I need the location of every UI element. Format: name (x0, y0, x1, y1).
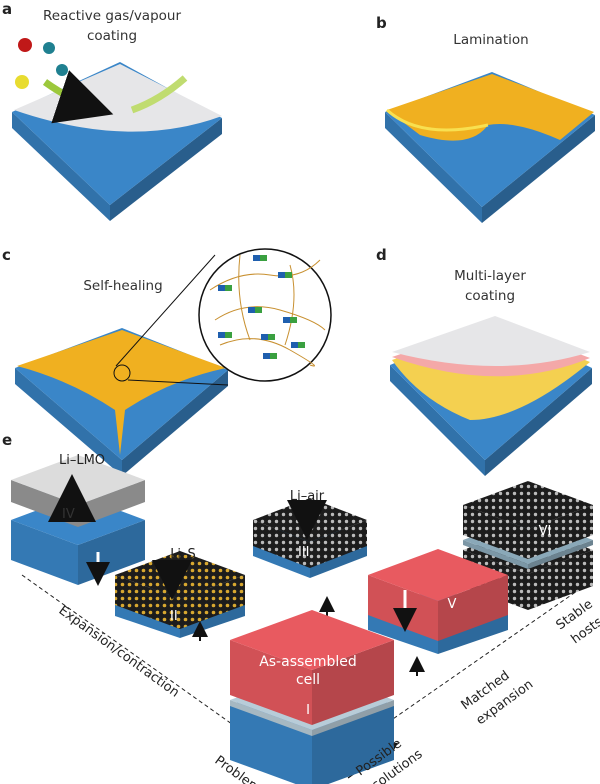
cell-vi-host-left-face (463, 505, 528, 559)
cell-vi-lithium-host-right-face (528, 550, 593, 610)
panel-c-bond-green-0 (260, 255, 267, 261)
panel-c-bond-green-2 (225, 285, 232, 291)
panel-a-arrow-2 (130, 75, 188, 114)
panel-c-bond-green-5 (225, 332, 232, 338)
cell-v-cathode-right-face (438, 575, 508, 641)
cell-i-cathode-left-face (230, 640, 312, 725)
panel-c-zoom-circle (198, 248, 332, 382)
cell-i-separator-left-face (230, 700, 312, 736)
panel-c-bond-blue-6 (261, 334, 268, 340)
cell-i-lithium-right-face (312, 705, 394, 784)
panel-c-bond-blue-5 (218, 332, 225, 338)
cell-i-label-2: cell (296, 672, 320, 688)
cell-i-cathode-top-face (230, 610, 394, 670)
panel-b-title: Lamination (453, 32, 528, 48)
panel-b-laminate-edge (385, 108, 489, 132)
panel-b-laminate (387, 74, 594, 141)
panel-a-molecule-teal-2 (56, 64, 68, 76)
cell-vi-host-right-face (528, 505, 593, 559)
cell-vi-host-top-face (463, 481, 593, 529)
panel-a-lithium-left-face (12, 112, 110, 221)
panel-c-bond-blue-4 (283, 317, 290, 323)
cell-v-numeral: V (448, 597, 457, 612)
cell-i-label-1: As-assembled (259, 654, 357, 670)
panel-a-molecule-yellow (15, 75, 29, 89)
panel-d-label: d (376, 246, 387, 264)
panel-c-bond-blue-2 (218, 285, 225, 291)
panel-b-label: b (376, 14, 387, 32)
cell-vi-separator-right-face (528, 540, 593, 569)
panel-c-polymer-chains (209, 254, 326, 367)
panel-b-lithium-right-face (482, 115, 595, 223)
panel-c-lithium-right-face (122, 370, 228, 476)
cell-iii-air-host-right-face (310, 520, 367, 568)
panel-a-label: a (2, 0, 12, 18)
panel-c-bond-green-1 (285, 272, 292, 278)
panel-c-bond-blue-0 (253, 255, 260, 261)
panel-d-lithium-left-face (390, 365, 485, 476)
cell-iv-label: Li–LMO (59, 453, 105, 468)
panel-e-label: e (2, 431, 12, 449)
panel-c-bond-blue-1 (278, 272, 285, 278)
cell-v-cathode-top-face (368, 549, 508, 601)
panel-d-layer-white (392, 316, 590, 366)
panel-a-lithium-right-face (110, 118, 222, 221)
cell-v-lithium-left-face (368, 612, 438, 654)
panel-a-molecule-red (18, 38, 32, 52)
cell-ii-label: Li–S (170, 547, 196, 562)
panel-a-arrow-in (42, 70, 114, 124)
panel-c-bond-blue-3 (248, 307, 255, 313)
panel-c-zoom-line-2 (127, 379, 229, 386)
cell-vi-numeral: VI (539, 524, 552, 539)
panel-c-bond-blue-8 (263, 353, 270, 359)
cell-i-lithium-left-face (230, 705, 312, 784)
panel-c-polymer (17, 330, 226, 455)
cell-ii-sulfur-host-right-face (180, 575, 245, 629)
panel-c-bond-green-3 (255, 307, 262, 313)
cell-iii-label: Li–air (290, 489, 325, 504)
panel-c-label: c (2, 246, 11, 264)
cell-iii-numeral: III (298, 545, 310, 560)
panel-d-lithium-right-face (485, 368, 592, 476)
cell-vi-separator-left-face (463, 540, 528, 569)
cell-i-separator-right-face (312, 700, 394, 736)
panel-a-molecule-teal (43, 42, 55, 54)
panel-c-bond-green-7 (298, 342, 305, 348)
panel-d-title-1: Multi-layer (454, 268, 526, 284)
panel-c-title: Self-healing (83, 278, 162, 294)
cell-i-numeral: I (306, 703, 310, 718)
panel-c-magnify-spot (113, 364, 131, 382)
cell-i-cathode-right-face (312, 640, 394, 725)
panel-d-title-2: coating (465, 288, 515, 304)
panel-a-title-1: Reactive gas/vapour (43, 8, 181, 24)
cell-v-lithium-right-face (438, 612, 508, 654)
panel-b-lithium-left-face (385, 112, 482, 223)
panel-c-zoom-line-1 (115, 254, 216, 367)
panel-c-bond-green-4 (290, 317, 297, 323)
cell-ii-sulfur-host-left-face (115, 575, 180, 629)
cell-iii-air-host-left-face (253, 520, 310, 568)
panel-a-title-2: coating (87, 28, 137, 44)
cell-ii-numeral: II (170, 609, 178, 624)
panel-c-lithium-left-face (15, 368, 122, 476)
cell-iv-numeral: IV (62, 507, 75, 522)
cell-iv-lithium-left-face (11, 520, 78, 585)
panel-c-bond-green-8 (270, 353, 277, 359)
panel-c-bond-green-6 (268, 334, 275, 340)
panel-c-bond-blue-7 (291, 342, 298, 348)
